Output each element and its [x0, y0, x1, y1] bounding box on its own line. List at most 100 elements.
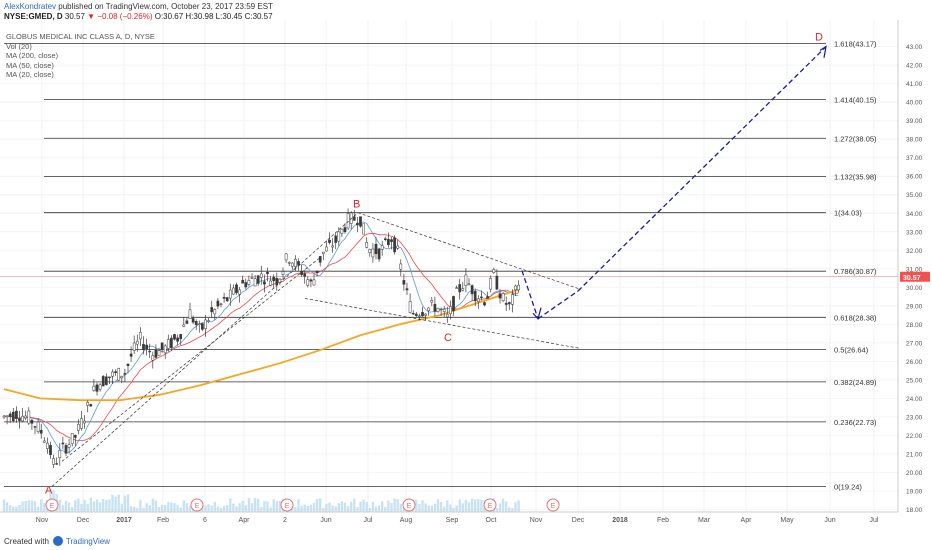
- x-tick-label: Sep: [446, 517, 459, 524]
- last-price: 30.57: [64, 12, 85, 21]
- candle-body: [318, 256, 322, 263]
- candle-body: [194, 321, 198, 326]
- volume-bar: [108, 499, 111, 512]
- candle-body: [504, 302, 508, 305]
- legend-ma200[interactable]: MA (200, close): [6, 51, 59, 60]
- volume-bar: [83, 499, 86, 512]
- ohlc-values: O:30.67 H:30.98 L:30.45 C:30.57: [154, 12, 273, 21]
- earnings-marker-icon[interactable]: E: [280, 498, 294, 512]
- candle-body: [461, 288, 465, 291]
- candle-body: [52, 458, 55, 465]
- author-link[interactable]: AlexKondratev: [4, 2, 57, 11]
- earnings-circle: [45, 498, 59, 512]
- candle-body: [154, 349, 158, 358]
- candle-body: [241, 279, 245, 284]
- candle-body: [328, 239, 331, 243]
- x-tick-label: 6: [203, 517, 207, 524]
- earnings-label: E: [285, 503, 290, 510]
- candle-body: [300, 271, 303, 275]
- candle-body: [269, 280, 272, 286]
- drawings: A B C D: [45, 32, 827, 497]
- ma50-line: [4, 232, 519, 442]
- volume-bar: [508, 507, 511, 512]
- candle-body: [281, 271, 285, 275]
- candle-body: [8, 413, 12, 417]
- candle-body: [514, 285, 517, 291]
- legend-ma20[interactable]: MA (20, close): [6, 70, 54, 79]
- volume-bar: [337, 503, 340, 512]
- wedge-line-lower: [304, 298, 581, 349]
- earnings-marker-icon[interactable]: E: [190, 498, 204, 512]
- candle-body: [21, 415, 24, 422]
- candle-body: [334, 235, 338, 243]
- candle-body: [455, 287, 458, 289]
- volume-bar: [390, 503, 393, 512]
- candle-body: [337, 231, 341, 242]
- candle-body: [250, 277, 254, 279]
- volume-bar: [210, 505, 213, 512]
- fib-label: 1.414(40.15): [834, 95, 877, 104]
- candle-body: [362, 223, 365, 235]
- candle-body: [24, 415, 28, 419]
- legend-title[interactable]: GLOBUS MEDICAL INC CLASS A, D, NYSE: [6, 32, 155, 41]
- earnings-marker-icon[interactable]: E: [402, 498, 416, 512]
- y-tick-label: 19.00: [906, 488, 923, 495]
- candle-body: [216, 300, 220, 307]
- volume-bar: [356, 507, 359, 512]
- candle-body: [39, 430, 43, 434]
- volume-bar: [458, 499, 461, 512]
- candle-body: [225, 297, 229, 302]
- candle-body: [235, 284, 238, 294]
- volume-bar: [303, 504, 306, 512]
- volume-bar: [306, 506, 309, 512]
- candle-body: [160, 342, 164, 350]
- volume-bar: [464, 499, 468, 512]
- earnings-circle: [190, 498, 204, 512]
- y-tick-label: 25.00: [906, 377, 923, 384]
- x-tick-label: 2017: [116, 517, 132, 524]
- volume-bar: [319, 498, 322, 512]
- candle-body: [33, 426, 37, 428]
- candle-body: [182, 324, 186, 327]
- volume-bar: [278, 500, 282, 512]
- earnings-marker-icon[interactable]: E: [45, 498, 59, 512]
- wave-label: C: [444, 332, 452, 344]
- volume-bar: [247, 498, 251, 512]
- x-tick-label: Feb: [657, 517, 669, 524]
- volume-bar: [238, 503, 241, 512]
- fibonacci-levels: 0(19.24) 0.236(22.73) 0.382(24.89) 0.5(26.6…: [0, 40, 898, 492]
- volume-bar: [9, 505, 12, 512]
- candle-body: [64, 445, 68, 454]
- candle-body: [346, 213, 350, 229]
- arrow-head-icon: [819, 45, 827, 58]
- legend-ma50[interactable]: MA (50, close): [6, 60, 54, 70]
- volume-bar: [129, 506, 133, 512]
- earnings-marker-icon[interactable]: E: [483, 498, 497, 512]
- volume-bar: [495, 507, 499, 512]
- candle-body: [166, 339, 170, 349]
- volume-bar: [498, 503, 502, 512]
- volume-bar: [213, 501, 216, 512]
- volume-bar: [105, 499, 108, 512]
- y-tick-label: 24.00: [906, 396, 923, 403]
- tradingview-link[interactable]: TradingView: [65, 537, 110, 546]
- y-tick-label: 27.00: [906, 340, 923, 347]
- volume-bar: [343, 502, 347, 512]
- y-tick-label: 38.00: [906, 137, 923, 144]
- legend-volume[interactable]: Vol (20): [6, 41, 32, 51]
- volume-bar: [353, 498, 356, 512]
- volume-bar: [331, 505, 334, 512]
- candle-body: [123, 373, 127, 375]
- volume-bar: [18, 505, 21, 512]
- volume-bar: [415, 499, 418, 512]
- volume-bar: [33, 501, 37, 512]
- wave-label: A: [45, 485, 53, 497]
- volume-bar: [114, 496, 117, 512]
- candle-body: [445, 314, 449, 318]
- candle-body: [219, 303, 223, 305]
- earnings-marker-icon[interactable]: E: [546, 498, 560, 512]
- y-tick-label: 26.00: [906, 359, 923, 366]
- candle-body: [27, 410, 31, 424]
